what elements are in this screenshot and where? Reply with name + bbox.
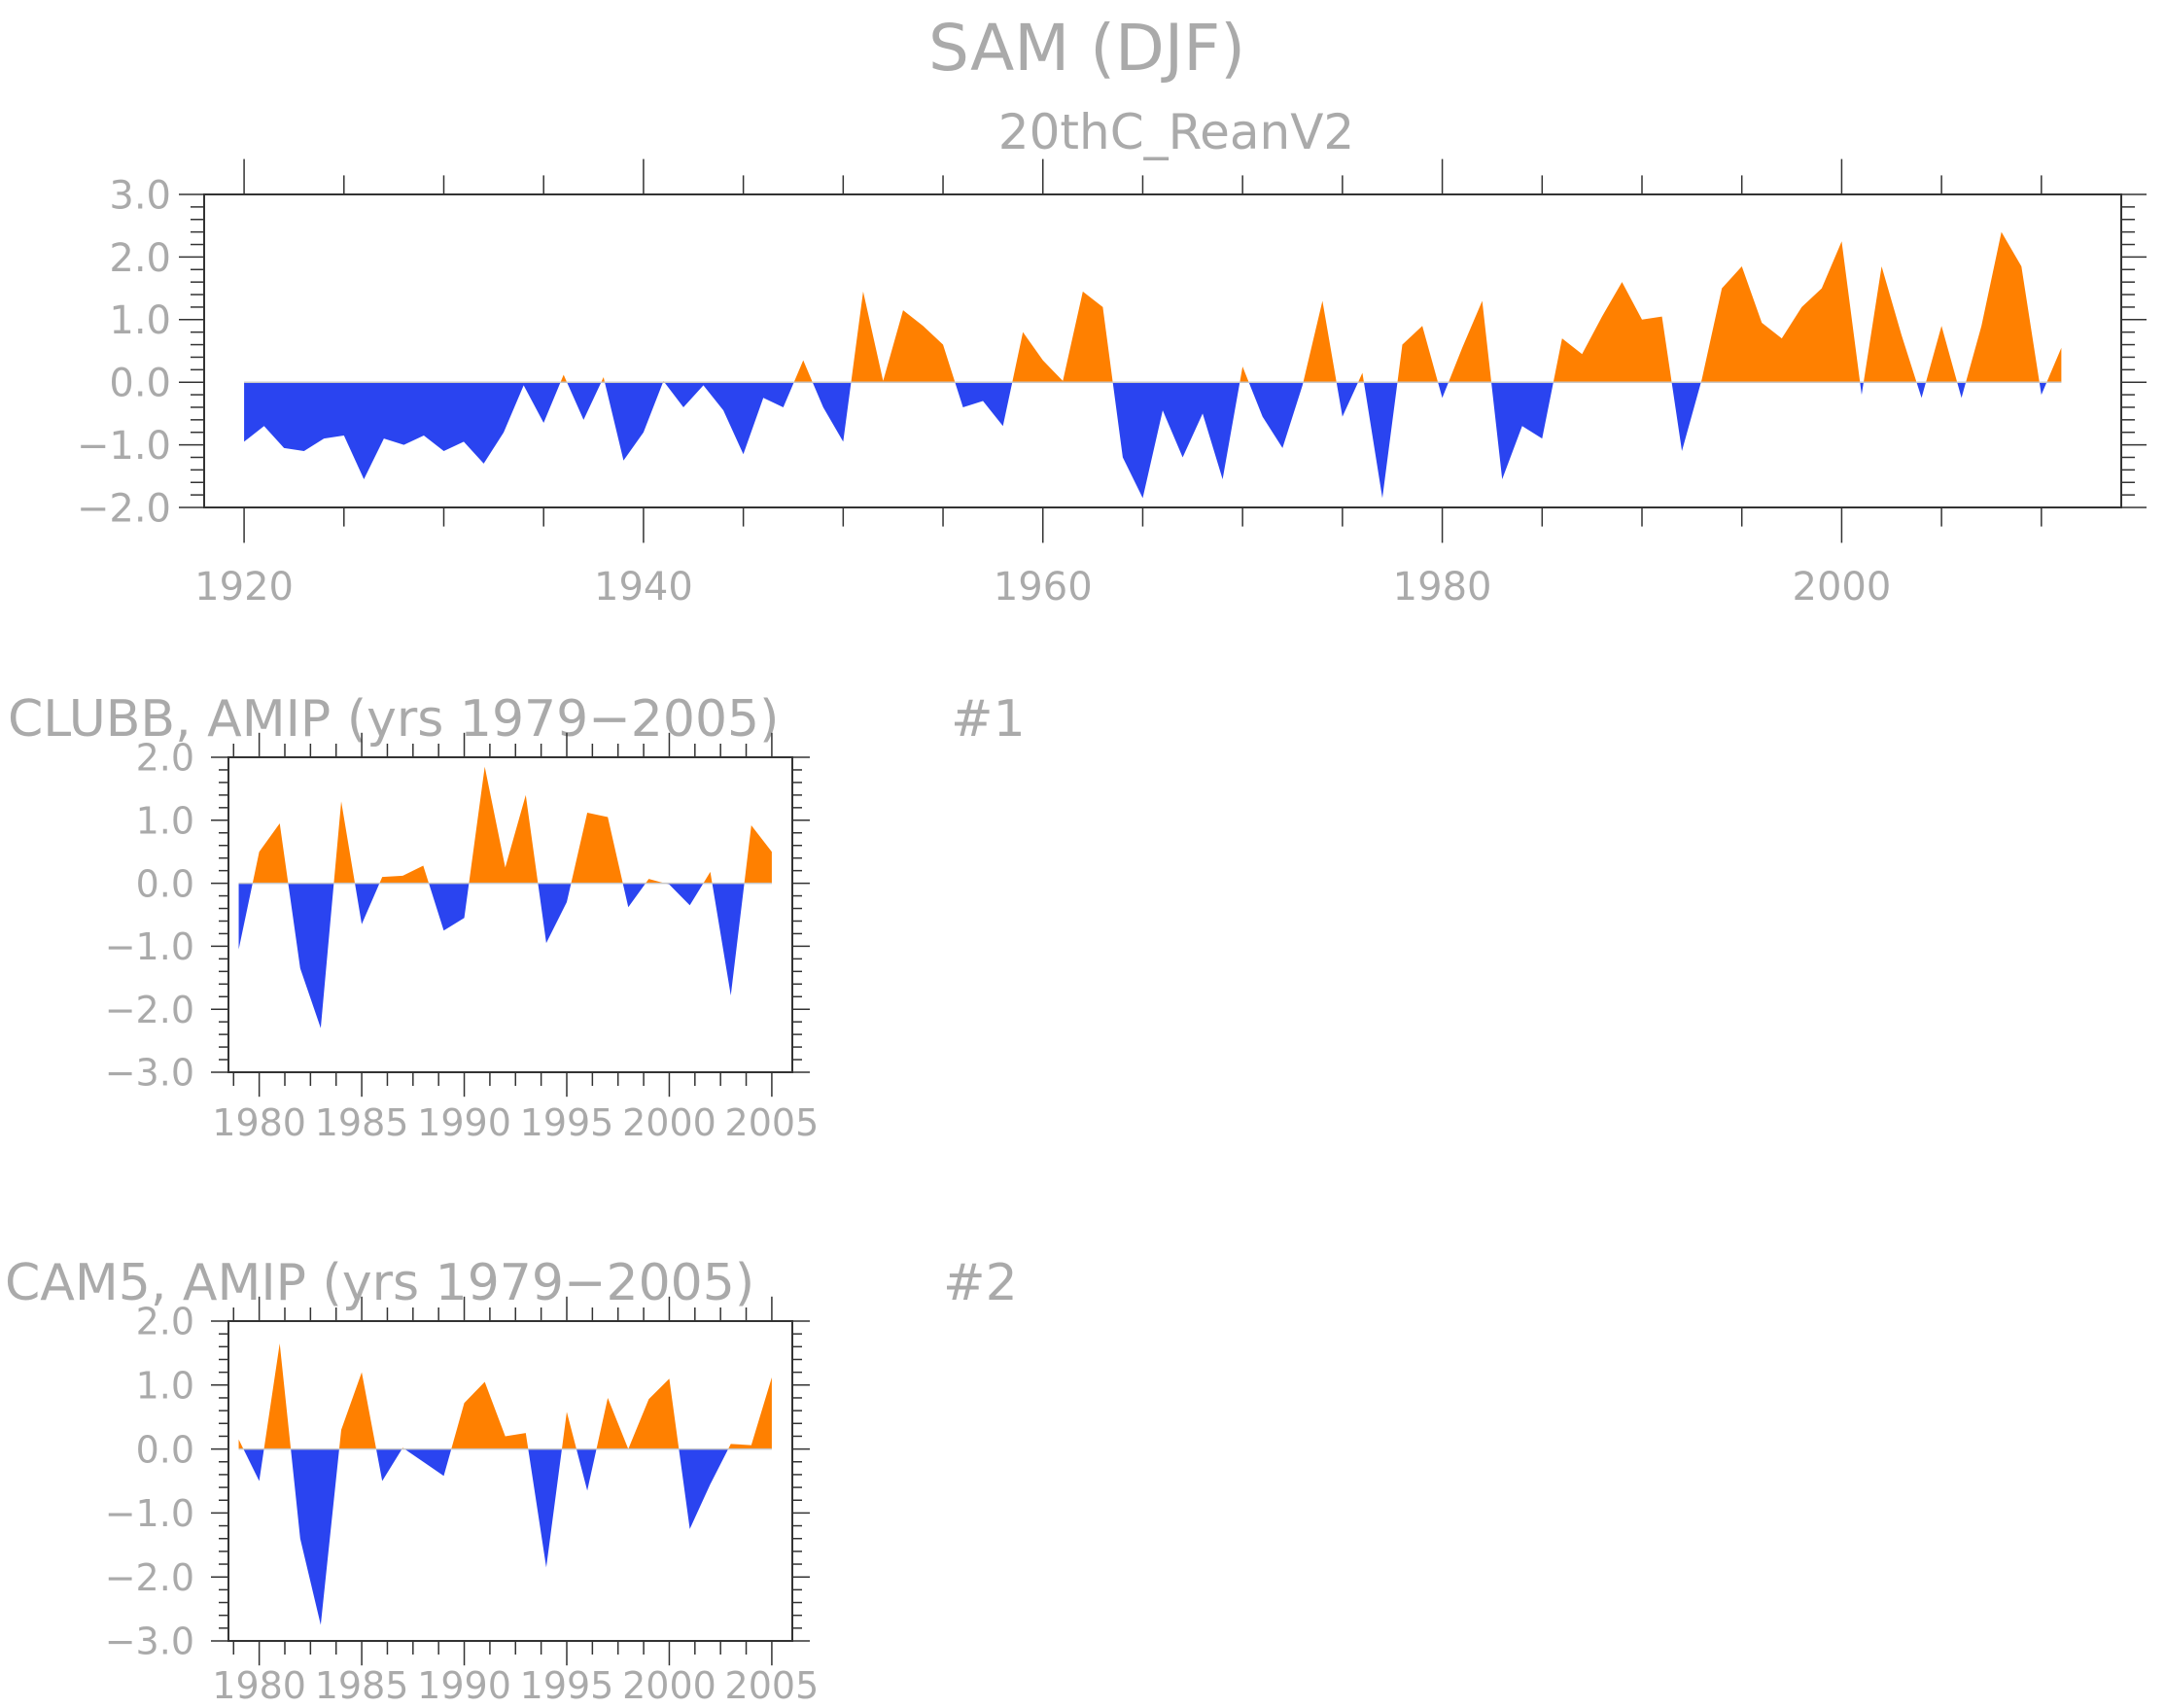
panel-cam5: CAM5, AMIP (yrs 1979−2005) #2 −3.0 −2.0 −1.0… [5, 1254, 1018, 1707]
y-tick-label: −1.0 [105, 925, 194, 968]
x-tick-label: 1995 [520, 1101, 614, 1144]
panel-number-label: #2 [943, 1254, 1018, 1312]
negative-fill [243, 1448, 729, 1625]
x-tick-label: 1985 [315, 1664, 409, 1707]
y-tick-label: −1.0 [77, 424, 171, 469]
x-tick-label: 1990 [417, 1101, 511, 1144]
y-tick-label: −2.0 [105, 1556, 194, 1599]
x-tick-label: 1920 [194, 565, 294, 610]
x-tick-label: 2005 [725, 1101, 820, 1144]
negative-fill [244, 382, 2047, 499]
x-tick-label: 2000 [622, 1101, 716, 1144]
plot-frame [227, 756, 793, 1073]
x-tick-label: 1980 [1393, 565, 1492, 610]
x-tick-label: 1960 [994, 565, 1093, 610]
plot-frame [203, 193, 2122, 508]
y-tick-label: −2.0 [77, 486, 171, 531]
x-tick-label: 2000 [622, 1664, 716, 1707]
y-tick-label: 1.0 [109, 298, 171, 343]
y-tick-label: 2.0 [109, 236, 171, 281]
x-tick-label: 1995 [520, 1664, 614, 1707]
positive-fill [238, 1343, 772, 1449]
y-tick-label: 0.0 [136, 862, 194, 905]
panel-title: CAM5, AMIP (yrs 1979−2005) [5, 1254, 754, 1312]
panel-reanalysis: 20thC_ReanV2 −2.0 −1.0 0.0 1.0 2.0 3.0 1920 1940… [77, 104, 2147, 610]
x-tick-label: 1940 [594, 565, 693, 610]
panel-title: 20thC_ReanV2 [998, 104, 1354, 160]
y-tick-label: 0.0 [136, 1428, 194, 1471]
x-tick-label: 1990 [417, 1664, 511, 1707]
panel-title: CLUBB, AMIP (yrs 1979−2005) [8, 690, 779, 749]
x-tick-label: 1980 [212, 1101, 306, 1144]
x-tick-label: 2000 [1793, 565, 1892, 610]
plot-frame [227, 1320, 793, 1642]
y-tick-label: 2.0 [136, 737, 194, 780]
panel-number-label: #1 [951, 690, 1026, 749]
y-tick-label: −3.0 [105, 1052, 194, 1095]
figure-title: SAM (DJF) [928, 11, 1245, 86]
y-tick-label: 0.0 [109, 362, 171, 406]
positive-fill [252, 766, 772, 884]
y-tick-label: 3.0 [109, 173, 171, 218]
y-tick-label: 2.0 [136, 1301, 194, 1343]
x-tick-label: 1980 [212, 1664, 306, 1707]
positive-fill [560, 231, 2062, 383]
negative-fill [238, 883, 745, 1028]
y-tick-label: −2.0 [105, 989, 194, 1031]
y-tick-label: 1.0 [136, 799, 194, 842]
panel-clubb: CLUBB, AMIP (yrs 1979−2005) #1 −3.0 −2.0 −1.… [8, 690, 1026, 1144]
y-tick-label: −1.0 [105, 1492, 194, 1535]
y-tick-label: −3.0 [105, 1621, 194, 1663]
x-tick-label: 1985 [315, 1101, 409, 1144]
x-tick-label: 2005 [725, 1664, 820, 1707]
y-tick-label: 1.0 [136, 1364, 194, 1407]
